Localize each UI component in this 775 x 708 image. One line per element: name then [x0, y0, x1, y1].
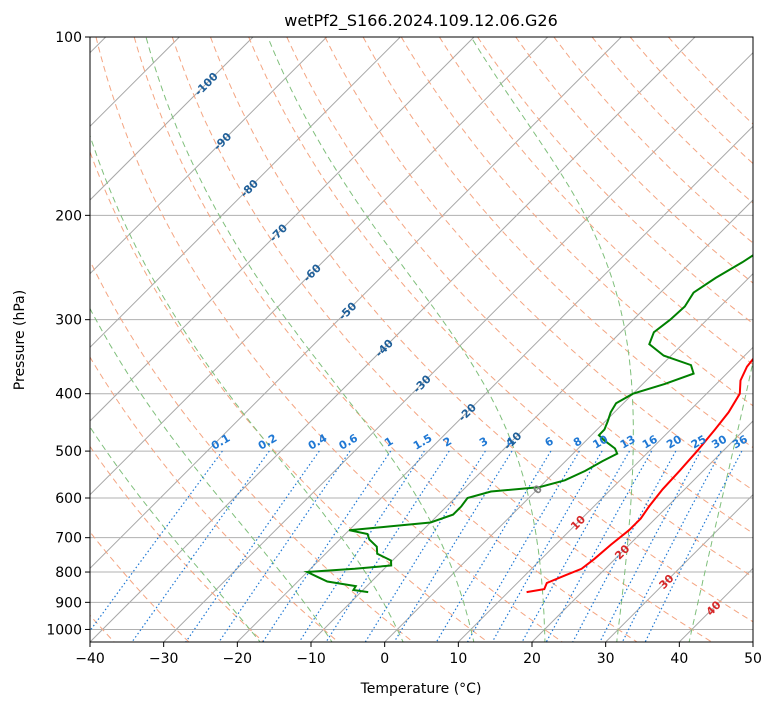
- isotherm--70: [90, 37, 475, 422]
- moist-adiabat-0: [90, 134, 404, 642]
- y-tick-label: 100: [55, 30, 82, 46]
- isotherm-30: [605, 493, 753, 642]
- dry-adiabat-60: [248, 37, 753, 578]
- x-axis-label: Temperature (°C): [360, 681, 482, 697]
- dry-adiabat-90: [362, 37, 753, 449]
- axes: −40 −30 −20 −10 0 10 20 30 40 50 100 200 300 400 500 60…: [46, 30, 762, 667]
- x-tick-label: 40: [670, 651, 688, 667]
- temperature-profile: [526, 357, 753, 594]
- dry-adiabat-20: [95, 37, 563, 642]
- x-tick-label: −40: [75, 651, 105, 667]
- dry-adiabat-30: [133, 37, 638, 642]
- dry-adiabat-150: [591, 37, 753, 204]
- y-tick-label: 200: [55, 208, 82, 224]
- mixing-ratio-line-3: [364, 450, 486, 642]
- mixing-ratio-line-0.4: [185, 450, 320, 642]
- isotherm-0: [384, 272, 753, 642]
- isotherm-10: [457, 346, 753, 642]
- isotherm--100: [90, 37, 254, 201]
- plot-frame: [89, 36, 754, 643]
- isotherm--60: [90, 37, 549, 496]
- x-tick-label: −10: [296, 651, 326, 667]
- x-tick-label: 10: [449, 651, 467, 667]
- mixing-ratio-line-4: [393, 450, 513, 642]
- dry-adiabat-140: [553, 37, 753, 244]
- dry-adiabat-50: [210, 37, 753, 623]
- dry-adiabat-100: [400, 37, 753, 407]
- mixing-ratio-line-30: [621, 450, 722, 642]
- mixing-ratio-line-25: [599, 450, 702, 642]
- dry-adiabat-80: [324, 37, 753, 491]
- x-tick-label: −30: [149, 651, 179, 667]
- dry-adiabat-0: [90, 259, 414, 642]
- dewpoint-profile: [303, 254, 753, 594]
- y-tick-label: 300: [55, 313, 82, 329]
- y-tick-label: 900: [55, 595, 82, 611]
- dry-adiabat--20: [90, 445, 264, 642]
- x-tick-label: −20: [223, 651, 253, 667]
- dry-adiabat-70: [286, 37, 753, 534]
- isotherm-20: [531, 420, 753, 642]
- isotherm--30: [163, 51, 753, 642]
- y-tick-label: 700: [55, 531, 82, 547]
- y-axis-label: Pressure (hPa): [12, 290, 28, 390]
- mixing-ratio-line-10: [491, 450, 603, 642]
- mixing-ratio-line-20: [572, 450, 677, 642]
- x-tick-label: 0: [380, 651, 389, 667]
- isotherm--20: [236, 125, 753, 642]
- moist-adiabat--10: [90, 307, 333, 642]
- x-tick-label: 20: [523, 651, 541, 667]
- mixing-ratio-line-0.2: [131, 450, 270, 642]
- mixing-ratio-line-16: [545, 450, 653, 642]
- mixing-ratio-line-13: [521, 450, 631, 642]
- x-tick-label: 30: [597, 651, 615, 667]
- isotherm--80: [90, 37, 401, 349]
- dry-adiabat-110: [438, 37, 753, 366]
- x-tick-label: 50: [744, 651, 762, 667]
- y-tick-label: 1000: [46, 622, 82, 638]
- plot-area: [90, 37, 753, 642]
- moist-adiabat-20: [267, 37, 546, 642]
- y-tick-label: 600: [55, 491, 82, 507]
- moist-adiabat-40: [688, 359, 753, 642]
- moist-adiabat-10: [145, 37, 475, 642]
- isotherm--40: [90, 37, 696, 642]
- y-tick-label: 500: [55, 444, 82, 460]
- mixing-ratio-line-0.6: [218, 450, 351, 642]
- y-tick-label: 800: [55, 565, 82, 581]
- dry-adiabat--10: [90, 356, 339, 642]
- moist-adiabat-30: [470, 37, 634, 642]
- y-tick-label: 400: [55, 387, 82, 403]
- chart-title: wetPf2_S166.2024.109.12.06.G26: [284, 11, 558, 31]
- mixing-ratio-line-8: [466, 450, 580, 642]
- isotherm--90: [90, 37, 328, 275]
- dry-adiabat-40: [171, 37, 712, 642]
- isotherm--50: [90, 37, 622, 570]
- mixing-ratio-line-6: [435, 450, 552, 642]
